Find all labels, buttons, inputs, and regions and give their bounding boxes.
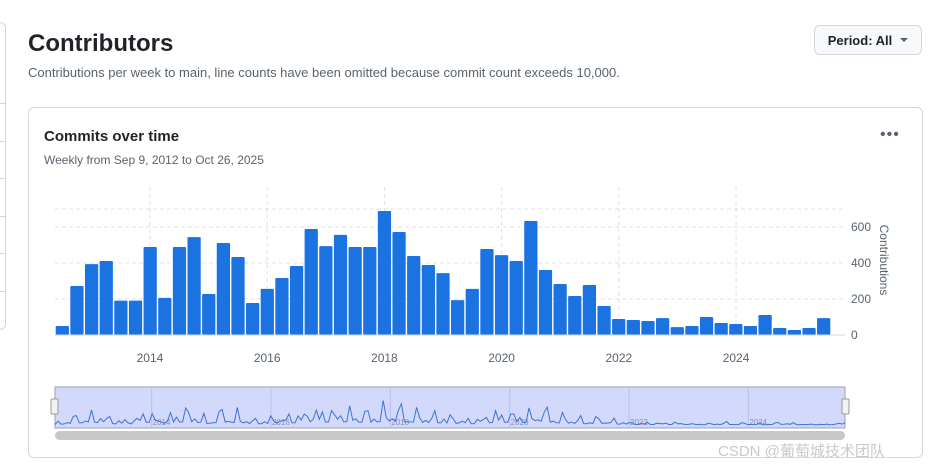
x-tick-label: 2014 — [137, 351, 164, 365]
bar — [289, 266, 304, 335]
bar — [553, 284, 567, 335]
y-axis-label: Contributions — [877, 225, 891, 296]
navigator-tick-label: 2024 — [749, 418, 767, 427]
bar — [802, 327, 816, 335]
bar — [260, 288, 274, 335]
period-dropdown[interactable]: Period: All — [814, 25, 922, 55]
page-title: Contributors — [28, 30, 174, 57]
navigator-tick-label: 2016 — [272, 418, 290, 427]
bar — [84, 264, 99, 335]
y-tick-label: 400 — [851, 256, 871, 270]
bar — [758, 315, 772, 335]
bar — [670, 327, 684, 335]
bar — [392, 232, 406, 335]
navigator-series-line — [54, 400, 846, 426]
bar — [451, 300, 465, 335]
bar — [172, 246, 187, 335]
navigator-handle-right[interactable] — [841, 398, 850, 415]
navigator-tick-label: 2022 — [630, 418, 648, 427]
chart-subtitle: Weekly from Sep 9, 2012 to Oct 26, 2025 — [44, 153, 264, 167]
bar — [187, 237, 201, 335]
bar — [436, 273, 450, 335]
page-subtitle: Contributions per week to main, line cou… — [28, 65, 620, 80]
bar — [216, 243, 230, 335]
navigator-tick-label: 2020 — [511, 418, 529, 427]
bar — [275, 277, 289, 335]
bar — [377, 210, 392, 335]
x-tick-label: 2018 — [371, 351, 398, 365]
bar — [202, 293, 216, 335]
x-tick-label: 2022 — [605, 351, 632, 365]
bar — [568, 295, 582, 335]
navigator-range — [54, 386, 846, 429]
bar — [128, 300, 143, 335]
bar — [231, 257, 245, 335]
x-tick-label: 2020 — [488, 351, 515, 365]
bar — [597, 306, 611, 335]
bar — [494, 255, 509, 335]
bar — [773, 327, 787, 335]
bar — [729, 324, 743, 335]
commits-card — [28, 107, 923, 458]
bar — [333, 234, 348, 335]
navigator-scrollbar[interactable] — [55, 431, 845, 440]
bar — [641, 320, 655, 335]
y-tick-label: 0 — [851, 328, 858, 342]
y-tick-label: 600 — [851, 220, 871, 234]
bar — [626, 320, 640, 335]
bar — [480, 248, 494, 335]
x-tick-label: 2016 — [254, 351, 281, 365]
chart-title: Commits over time — [44, 128, 180, 145]
bar — [524, 221, 538, 335]
bar — [158, 297, 172, 335]
bar — [363, 246, 377, 335]
bar — [421, 264, 435, 335]
bar — [319, 246, 333, 335]
bar — [817, 318, 831, 335]
caret-down-icon — [900, 38, 909, 42]
bar — [685, 326, 699, 335]
y-tick-label: 200 — [851, 292, 871, 306]
bar — [787, 329, 802, 335]
bar — [99, 261, 113, 335]
bar — [714, 322, 728, 335]
x-tick-label: 2024 — [723, 351, 750, 365]
bar — [699, 317, 714, 335]
bar — [143, 246, 157, 335]
bar — [656, 318, 670, 335]
bar — [612, 318, 626, 335]
bar — [407, 255, 421, 335]
bar — [55, 326, 69, 335]
navigator-handle-left[interactable] — [50, 398, 59, 415]
bar — [465, 288, 479, 335]
period-label: Period: All — [827, 32, 893, 48]
watermark: CSDN @葡萄城技术团队 — [718, 443, 885, 460]
bar — [70, 286, 84, 335]
bar — [304, 228, 318, 335]
bar — [509, 261, 523, 335]
bar — [348, 246, 362, 335]
bar — [114, 300, 128, 335]
navigator-tick-label: 2018 — [391, 418, 409, 427]
bar — [246, 302, 260, 335]
kebab-horizontal-icon[interactable]: ••• — [880, 126, 900, 143]
bar — [743, 326, 758, 335]
bar — [582, 284, 597, 335]
bar — [538, 270, 553, 335]
